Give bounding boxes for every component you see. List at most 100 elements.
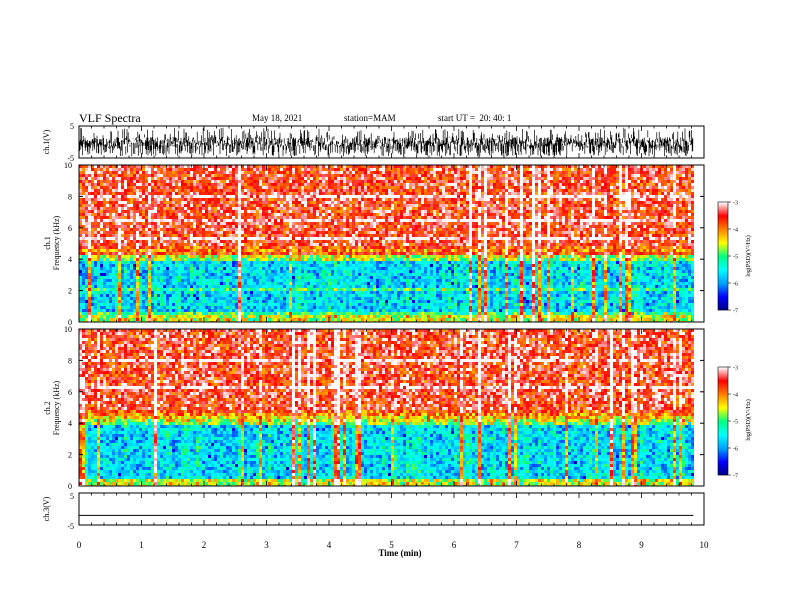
spectrogram-cell (307, 204, 310, 207)
spectrogram-cell (256, 213, 259, 216)
spectrogram-cell (250, 204, 253, 207)
spectrogram-cell (301, 189, 304, 192)
spectrogram-cell (412, 186, 415, 189)
spectrogram-cell (238, 180, 241, 183)
spectrogram-cell (373, 213, 376, 216)
spectrogram-cell (646, 171, 649, 174)
spectrogram-cell (679, 204, 682, 207)
spectrogram-cell (292, 210, 295, 213)
spectrogram-cell (400, 198, 403, 201)
spectrogram-cell (409, 183, 412, 186)
spectrogram-cell (187, 171, 190, 174)
spectrogram-cell (490, 216, 493, 219)
spectrogram-cell (649, 174, 652, 177)
spectrogram-cell (166, 204, 169, 207)
spectrogram-cell (322, 192, 325, 195)
spectrogram-cell (379, 234, 382, 237)
ch1-waveform-path (79, 127, 694, 157)
spectrogram-cell (628, 192, 631, 195)
spectrogram-cell (85, 171, 88, 174)
spectrogram-cell (280, 219, 283, 222)
spectrogram-cell (544, 234, 547, 237)
spectrogram-cell (133, 210, 136, 213)
spectrogram-cell (676, 225, 679, 228)
spectrogram-cell (517, 213, 520, 216)
spectrogram-cell (664, 180, 667, 183)
spectrogram-cell (190, 213, 193, 216)
spectrogram-cell (247, 234, 250, 237)
spectrogram-cell (373, 195, 376, 198)
spectrogram-cell (193, 189, 196, 192)
spectrogram-cell (505, 171, 508, 174)
spectrogram-cell (205, 207, 208, 210)
spectrogram-cell (529, 225, 532, 228)
spectrogram-cell (454, 168, 457, 171)
spectrogram-cell (367, 210, 370, 213)
spectrogram-cell (511, 192, 514, 195)
spectrogram-cell (316, 183, 319, 186)
spectrogram-cell (505, 192, 508, 195)
spectrogram-cell (91, 180, 94, 183)
spectrogram-cell (118, 201, 121, 204)
spectrogram-cell (625, 210, 628, 213)
spectrogram-cell (358, 186, 361, 189)
spectrogram-cell (685, 216, 688, 219)
spectrogram-cell (322, 234, 325, 237)
spectrogram-cell (676, 168, 679, 171)
spectrogram-cell (643, 210, 646, 213)
spectrogram-cell (313, 219, 316, 222)
spectrogram-cell (103, 213, 106, 216)
spectrogram-cell (484, 174, 487, 177)
spectrogram-cell (229, 207, 232, 210)
spectrogram-cell (418, 195, 421, 198)
spectrogram-cell (274, 213, 277, 216)
spectrogram-cell (307, 174, 310, 177)
spectrogram-cell (523, 201, 526, 204)
spectrogram-cell (94, 177, 97, 180)
spectrogram-cell (154, 174, 157, 177)
spectrogram-cell (244, 234, 247, 237)
spectrogram-cell (568, 183, 571, 186)
spectrogram-cell (133, 180, 136, 183)
spectrogram-cell (130, 189, 133, 192)
spectrogram-cell (511, 165, 514, 168)
spectrogram-cell (241, 213, 244, 216)
spectrogram-cell (658, 186, 661, 189)
spectrogram-cell (214, 210, 217, 213)
spectrogram-cell (577, 198, 580, 201)
spectrogram-cell (385, 171, 388, 174)
spectrogram-cell (118, 189, 121, 192)
spectrogram-cell (361, 225, 364, 228)
spectrogram-cell (94, 195, 97, 198)
spectrogram-cell (493, 228, 496, 231)
spectrogram-cell (115, 225, 118, 228)
spectrogram-cell (88, 198, 91, 201)
spectrogram-cell (211, 177, 214, 180)
spectrogram-cell (625, 168, 628, 171)
spectrogram-cell (85, 207, 88, 210)
spectrogram-cell (559, 198, 562, 201)
spectrogram-cell (592, 216, 595, 219)
spectrogram-cell (598, 180, 601, 183)
spectrogram-cell (334, 219, 337, 222)
spectrogram-cell (103, 234, 106, 237)
spectrogram-cell (370, 201, 373, 204)
spectrogram-cell (553, 204, 556, 207)
spectrogram-cell (253, 198, 256, 201)
spectrogram-cell (493, 189, 496, 192)
spectrogram-cell (115, 222, 118, 225)
spectrogram-cell (208, 213, 211, 216)
spectrogram-cell (358, 180, 361, 183)
spectrogram-cell (595, 234, 598, 237)
spectrogram-cell (589, 210, 592, 213)
spectrogram-cell (142, 213, 145, 216)
spectrogram-cell (442, 210, 445, 213)
spectrogram-cell (121, 189, 124, 192)
spectrogram-cell (661, 228, 664, 231)
spectrogram-cell (145, 171, 148, 174)
spectrogram-cell (346, 204, 349, 207)
spectrogram-cell (364, 219, 367, 222)
spectrogram-cell (214, 213, 217, 216)
spectrogram-cell (103, 180, 106, 183)
spectrogram-cell (220, 222, 223, 225)
